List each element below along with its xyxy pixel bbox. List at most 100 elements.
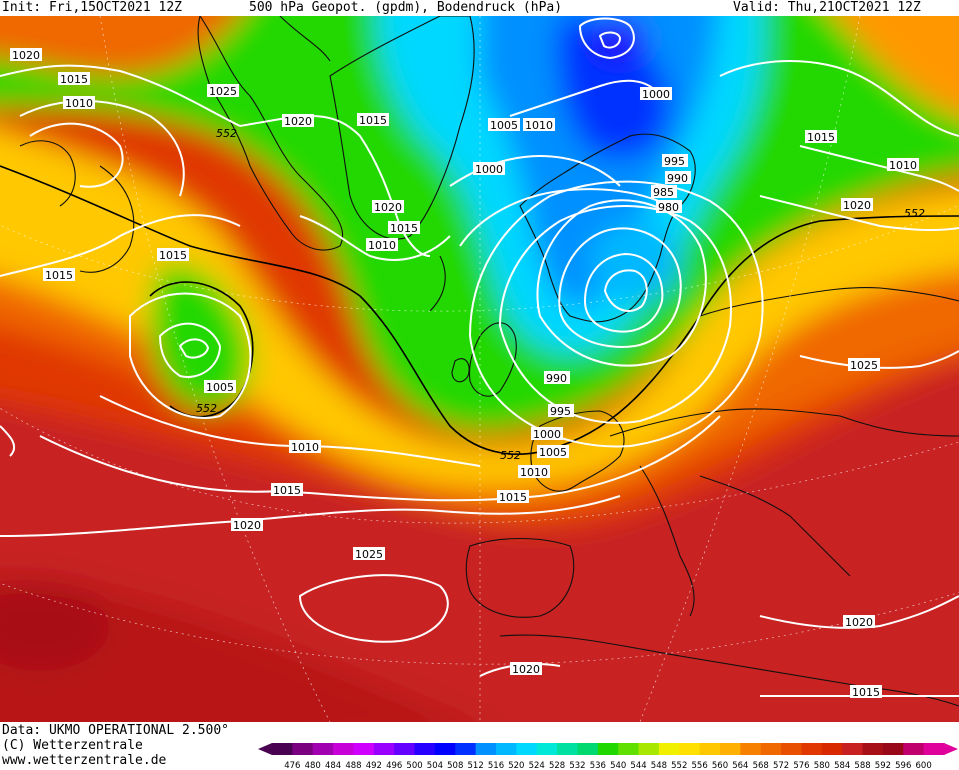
valid-time-label: Valid: Thu,21OCT2021 12Z [733,0,921,15]
scale-swatch [333,743,354,755]
isobar-label: 1020 [372,200,404,214]
isobar-label: 995 [548,404,574,418]
isohypse-552 [0,165,959,455]
isohypse-label: 552 [216,127,237,140]
scale-tick-label: 548 [651,761,667,770]
scale-tick-label: 500 [406,761,422,770]
isobar-label: 990 [665,171,691,185]
svg-text:1020: 1020 [12,49,40,62]
isobar-label: 1025 [207,84,239,98]
scale-tick-label: 580 [814,761,830,770]
svg-text:1000: 1000 [642,88,670,101]
svg-text:1020: 1020 [512,663,540,676]
color-scale-bar [258,743,958,755]
init-time-label: Init: Fri,15OCT2021 12Z [2,0,183,15]
isobar-label: 1020 [843,615,875,629]
scale-tick-label: 532 [569,761,585,770]
scale-swatch [638,743,660,755]
scale-swatch [272,743,293,755]
isobar-label: 1000 [640,87,672,101]
scale-swatch [781,743,802,755]
isobar-label: 1015 [58,72,90,86]
scale-swatch [475,743,497,755]
scale-swatch [882,743,904,755]
scale-swatch [618,743,640,755]
scale-tick-label: 552 [671,761,687,770]
svg-text:1010: 1010 [520,466,548,479]
isobar-label: 1015 [357,113,389,127]
weather-map: 1020 1015 1010 1025 552 1020 1015 1005 1… [0,16,959,722]
scale-tick-label: 572 [773,761,789,770]
svg-text:1015: 1015 [273,484,301,497]
svg-text:1010: 1010 [291,441,319,454]
svg-text:1020: 1020 [374,201,402,214]
scale-swatch [577,743,599,755]
scale-swatch [842,743,864,755]
scale-swatch [312,743,334,755]
isobar-label: 1015 [805,130,837,144]
svg-text:552: 552 [196,402,217,415]
svg-text:552: 552 [216,127,237,140]
svg-text:552: 552 [500,449,521,462]
svg-text:1015: 1015 [852,686,880,699]
svg-text:1025: 1025 [850,359,878,372]
scale-swatch [353,743,375,755]
scale-tick-label: 568 [753,761,769,770]
copyright-label: (C) Wetterzentrale [2,738,143,753]
svg-text:1010: 1010 [368,239,396,252]
svg-text:990: 990 [667,172,688,185]
scale-swatch [699,743,721,755]
isobar-label: 1015 [271,483,303,497]
isobar-label: 1010 [366,238,398,252]
isobar-label: 1015 [157,248,189,262]
website-label: www.wetterzentrale.de [2,753,167,768]
scale-swatch [658,743,680,755]
scale-tick-label: 556 [692,761,708,770]
scale-tick-label: 564 [732,761,748,770]
isobar-label: 995 [662,154,688,168]
isobar-label: 1025 [848,358,880,372]
scale-tick-label: 524 [529,761,545,770]
data-source-label: Data: UKMO OPERATIONAL 2.500° [2,723,229,738]
svg-text:995: 995 [664,155,685,168]
svg-text:1020: 1020 [843,199,871,212]
scale-tick-label: 520 [508,761,524,770]
scale-swatch [903,743,925,755]
scale-tick-label: 512 [468,761,484,770]
scale-tick-label: 592 [875,761,891,770]
isobar-label: 985 [651,185,677,199]
svg-text:1010: 1010 [525,119,553,132]
svg-text:1020: 1020 [845,616,873,629]
svg-text:1015: 1015 [159,249,187,262]
graticule [0,16,959,722]
scale-arrow-right [944,743,958,755]
svg-text:1005: 1005 [539,446,567,459]
scale-tick-label: 576 [793,761,809,770]
svg-text:1025: 1025 [355,548,383,561]
svg-text:1015: 1015 [359,114,387,127]
color-scale-labels: 476 480 484 488 492 496 500 504 508 512 516 520 524 5… [284,761,932,770]
scale-tick-label: 560 [712,761,728,770]
isobar-label: 1010 [63,96,95,110]
scale-swatch [414,743,436,755]
scale-tick-label: 536 [590,761,606,770]
svg-text:1005: 1005 [490,119,518,132]
scale-swatch [516,743,538,755]
svg-text:985: 985 [653,186,674,199]
scale-swatch [434,743,456,755]
isohypse-552-low [149,281,254,418]
svg-text:1005: 1005 [206,381,234,394]
isobar-label: 1020 [841,198,873,212]
isobar-label: 980 [656,200,682,214]
scale-tick-label: 508 [447,761,463,770]
isohypse-label: 552 [500,449,521,462]
svg-text:980: 980 [658,201,679,214]
isobar-label: 1010 [518,465,550,479]
scale-swatch [496,743,517,755]
svg-text:995: 995 [550,405,571,418]
scale-swatch [373,743,395,755]
scale-swatch [862,743,884,755]
svg-text:1000: 1000 [533,428,561,441]
map-title: 500 hPa Geopot. (gpdm), Bodendruck (hPa) [249,0,563,15]
svg-text:1000: 1000 [475,163,503,176]
